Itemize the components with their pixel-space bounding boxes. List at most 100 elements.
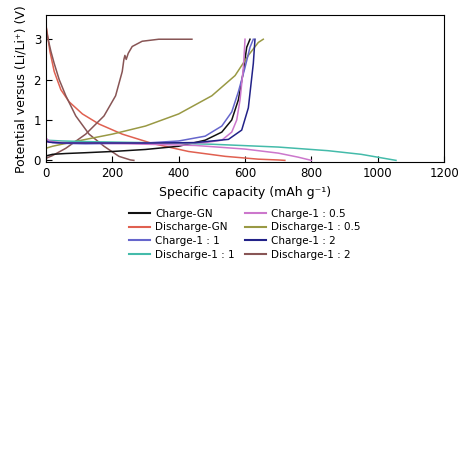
Charge-1 : 2: (630, 3): 2: (630, 3)	[252, 36, 258, 42]
Charge-1 : 2: (10, 0.45): 2: (10, 0.45)	[46, 140, 52, 145]
Charge-GN	[219, 130, 225, 135]
Discharge-1 : 1: (300, 0.44): 1: (300, 0.44)	[143, 140, 148, 145]
Discharge-1 : 2: (3, 3.15): 2: (3, 3.15)	[44, 31, 50, 36]
Discharge-1 : 2: (40, 2): 2: (40, 2)	[56, 77, 62, 82]
Discharge-GN	[275, 157, 281, 162]
Discharge-1 : 1: (1.02e+03, 0.05): 1: (1.02e+03, 0.05)	[382, 156, 387, 161]
Charge-GN	[83, 150, 89, 155]
Discharge-1 : 1: (850, 0.24): 1: (850, 0.24)	[325, 148, 331, 153]
Legend: Charge-GN, Discharge-GN, Charge-1 : 1, Discharge-1 : 1, Charge-1 : 0.5, Discharg: Charge-GN, Discharge-GN, Charge-1 : 1, D…	[125, 204, 365, 264]
Charge-GN	[229, 117, 235, 123]
Charge-1 : 2: (550, 0.52): 2: (550, 0.52)	[226, 137, 231, 142]
Discharge-1 : 1: (700, 0.33): 1: (700, 0.33)	[275, 144, 281, 150]
Charge-1 : 1: (615, 2.8): 1: (615, 2.8)	[247, 45, 253, 50]
Discharge-GN	[222, 153, 228, 159]
Discharge-GN	[51, 69, 57, 74]
Discharge-1 : 0.5: (570, 2.1): 0.5: (570, 2.1)	[232, 73, 238, 78]
Line: Discharge-1 : 1: Discharge-1 : 1	[46, 140, 396, 160]
Charge-GN	[247, 36, 253, 42]
Y-axis label: Potential versus (Li/Li⁺) (V): Potential versus (Li/Li⁺) (V)	[15, 5, 28, 172]
Charge-1 : 1: (20, 0.44): 1: (20, 0.44)	[50, 140, 55, 145]
Discharge-1 : 1: (0, 0.5): 1: (0, 0.5)	[43, 138, 49, 143]
Charge-1 : 1: (530, 0.85): 1: (530, 0.85)	[219, 123, 225, 129]
Discharge-1 : 1: (1.06e+03, 0): 1: (1.06e+03, 0)	[393, 158, 399, 163]
Discharge-1 : 0.5: (20, 0.35): 0.5: (20, 0.35)	[50, 144, 55, 149]
Charge-GN	[43, 153, 49, 159]
Line: Charge-1 : 1: Charge-1 : 1	[46, 39, 253, 144]
Discharge-GN	[255, 157, 261, 162]
Charge-1 : 2: (610, 1.3): 2: (610, 1.3)	[246, 105, 251, 111]
Charge-1 : 0.5: (600, 3): 0.5: (600, 3)	[242, 36, 248, 42]
Charge-1 : 2: (50, 0.43): 2: (50, 0.43)	[60, 140, 65, 146]
Discharge-1 : 2: (265, 0): 2: (265, 0)	[131, 158, 137, 163]
Line: Discharge-GN: Discharge-GN	[46, 25, 285, 160]
Discharge-GN	[58, 87, 64, 92]
Discharge-1 : 2: (25, 2.4): 2: (25, 2.4)	[51, 61, 57, 66]
Discharge-1 : 2: (8, 2.95): 2: (8, 2.95)	[46, 39, 51, 44]
Discharge-GN	[119, 131, 125, 137]
Discharge-1 : 2: (175, 0.35): 2: (175, 0.35)	[101, 144, 107, 149]
X-axis label: Specific capacity (mAh g⁻¹): Specific capacity (mAh g⁻¹)	[159, 186, 331, 199]
Charge-1 : 1: (400, 0.48): 1: (400, 0.48)	[176, 138, 182, 144]
Charge-1 : 2: (150, 0.43): 2: (150, 0.43)	[93, 140, 99, 146]
Discharge-1 : 2: (220, 0.1): 2: (220, 0.1)	[116, 153, 122, 159]
Charge-1 : 0.5: (575, 1): 0.5: (575, 1)	[234, 117, 239, 123]
Charge-1 : 2: (590, 0.75): 2: (590, 0.75)	[239, 127, 245, 133]
Charge-GN	[50, 152, 55, 157]
Charge-1 : 1: (560, 1.2): 1: (560, 1.2)	[229, 109, 235, 115]
Charge-1 : 0.5: (585, 1.5): 0.5: (585, 1.5)	[237, 97, 243, 103]
Charge-1 : 0.5: (530, 0.5): 0.5: (530, 0.5)	[219, 138, 225, 143]
Discharge-1 : 2: (90, 1.1): 2: (90, 1.1)	[73, 113, 79, 119]
Charge-1 : 0.5: (40, 0.44): 0.5: (40, 0.44)	[56, 140, 62, 145]
Discharge-GN	[45, 32, 50, 38]
Discharge-1 : 0.5: (0, 0.3): 0.5: (0, 0.3)	[43, 145, 49, 151]
Charge-GN	[109, 149, 115, 154]
Discharge-1 : 0.5: (500, 1.6): 0.5: (500, 1.6)	[209, 93, 215, 99]
Discharge-GN	[80, 111, 85, 117]
Charge-1 : 1: (0, 0.55): 1: (0, 0.55)	[43, 135, 49, 141]
Charge-1 : 1: (5, 0.48): 1: (5, 0.48)	[45, 138, 50, 144]
Charge-1 : 1: (120, 0.41): 1: (120, 0.41)	[83, 141, 89, 147]
Charge-GN	[143, 147, 148, 152]
Discharge-GN	[43, 22, 49, 28]
Discharge-1 : 0.5: (60, 0.42): 0.5: (60, 0.42)	[63, 141, 69, 146]
Discharge-1 : 1: (950, 0.15): 1: (950, 0.15)	[358, 152, 364, 157]
Line: Discharge-1 : 2: Discharge-1 : 2	[46, 25, 134, 160]
Discharge-1 : 0.5: (655, 3): 0.5: (655, 3)	[260, 36, 266, 42]
Charge-1 : 0.5: (200, 0.43): 0.5: (200, 0.43)	[109, 140, 115, 146]
Discharge-GN	[66, 99, 72, 104]
Charge-GN	[244, 45, 249, 50]
Discharge-GN	[186, 149, 191, 154]
Discharge-GN	[282, 158, 288, 163]
Charge-GN	[202, 138, 208, 143]
Charge-1 : 1: (200, 0.42): 1: (200, 0.42)	[109, 141, 115, 146]
Charge-1 : 1: (580, 1.7): 1: (580, 1.7)	[236, 89, 241, 94]
Discharge-1 : 1: (500, 0.4): 1: (500, 0.4)	[209, 141, 215, 147]
Charge-1 : 1: (625, 3): 1: (625, 3)	[250, 36, 256, 42]
Charge-1 : 1: (480, 0.6): 1: (480, 0.6)	[202, 134, 208, 139]
Discharge-GN	[47, 49, 53, 54]
Charge-GN	[63, 151, 69, 156]
Charge-GN	[240, 69, 246, 74]
Discharge-1 : 1: (50, 0.48): 1: (50, 0.48)	[60, 138, 65, 144]
Discharge-1 : 0.5: (300, 0.85): 0.5: (300, 0.85)	[143, 123, 148, 129]
Discharge-1 : 0.5: (200, 0.65): 0.5: (200, 0.65)	[109, 131, 115, 137]
Charge-1 : 2: (0, 0.48): 2: (0, 0.48)	[43, 138, 49, 144]
Charge-1 : 2: (625, 2.4): 2: (625, 2.4)	[250, 61, 256, 66]
Charge-1 : 1: (300, 0.43): 1: (300, 0.43)	[143, 140, 148, 146]
Discharge-1 : 1: (150, 0.46): 1: (150, 0.46)	[93, 139, 99, 144]
Line: Charge-1 : 2: Charge-1 : 2	[46, 39, 255, 143]
Discharge-1 : 0.5: (610, 2.6): 0.5: (610, 2.6)	[246, 53, 251, 58]
Charge-1 : 0.5: (595, 2.3): 0.5: (595, 2.3)	[240, 65, 246, 70]
Discharge-1 : 2: (60, 1.6): 2: (60, 1.6)	[63, 93, 69, 99]
Charge-GN	[45, 153, 50, 158]
Discharge-1 : 2: (255, 0.01): 2: (255, 0.01)	[128, 157, 133, 162]
Discharge-1 : 0.5: (120, 0.52): 0.5: (120, 0.52)	[83, 137, 89, 142]
Charge-1 : 0.5: (10, 0.48): 0.5: (10, 0.48)	[46, 138, 52, 144]
Charge-1 : 2: (450, 0.44): 2: (450, 0.44)	[192, 140, 198, 145]
Charge-1 : 2: (300, 0.43): 2: (300, 0.43)	[143, 140, 148, 146]
Charge-1 : 0.5: (560, 0.7): 0.5: (560, 0.7)	[229, 130, 235, 135]
Discharge-1 : 2: (0, 3.35): 2: (0, 3.35)	[43, 22, 49, 28]
Discharge-1 : 2: (130, 0.65): 2: (130, 0.65)	[86, 131, 92, 137]
Discharge-GN	[96, 122, 102, 127]
